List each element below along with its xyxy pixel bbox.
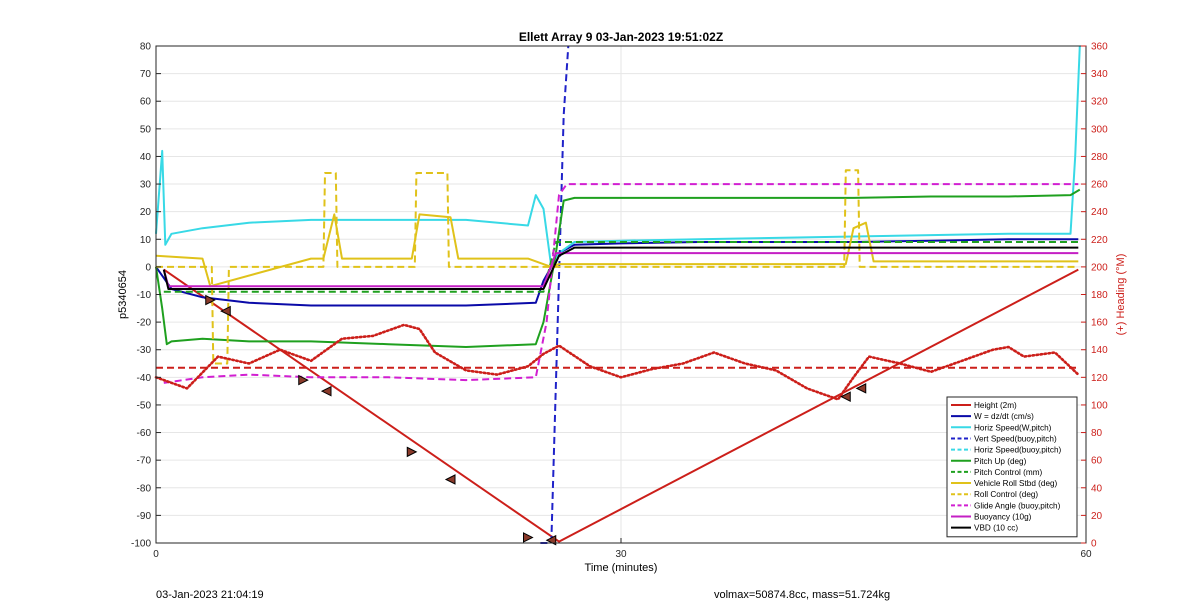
y-tick-label-right: 160 <box>1091 318 1108 329</box>
x-axis-label: Time (minutes) <box>585 562 658 574</box>
y-tick-label-right: 80 <box>1091 428 1103 439</box>
y-tick-label-left: 20 <box>140 207 152 218</box>
x-tick-label: 0 <box>153 549 159 560</box>
y-tick-label-right: 40 <box>1091 483 1103 494</box>
y-tick-label-right: 240 <box>1091 207 1108 218</box>
marker-triangle-left <box>840 391 851 402</box>
marker-triangle-left <box>444 474 456 485</box>
marker-triangle-right <box>298 374 309 386</box>
marker-triangle-right <box>523 532 534 543</box>
marker-triangle-right <box>205 294 216 306</box>
series-line <box>163 268 1079 543</box>
y-tick-label-right: 180 <box>1091 290 1108 301</box>
legend-box <box>946 396 1078 538</box>
legend-label: Vehicle Roll Stbd (deg) <box>974 479 1058 488</box>
y-tick-label-left: -40 <box>137 373 152 384</box>
y-tick-label-right: 360 <box>1091 42 1108 53</box>
legend-label: Roll Control (deg) <box>974 490 1038 499</box>
x-tick-label: 30 <box>615 549 627 560</box>
series-line <box>162 246 1079 290</box>
legend-label: Pitch Up (deg) <box>974 457 1027 466</box>
marker-triangle-left <box>855 383 867 394</box>
y-tick-label-right: 0 <box>1091 539 1097 550</box>
y-tick-label-left: 10 <box>140 235 152 246</box>
series-line <box>155 45 1081 268</box>
y-tick-label-left: -50 <box>137 400 152 411</box>
legend-label: Horiz Speed(W,pitch) <box>974 423 1052 432</box>
series-line <box>154 323 1080 401</box>
legend: Height (2m) W = dz/dt (cm/s) Horiz Speed(W… <box>946 396 1078 538</box>
y-tick-label-left: -60 <box>137 428 152 439</box>
y-tick-label-left: 30 <box>140 180 152 191</box>
y-tick-label-left: 60 <box>140 97 152 108</box>
chart-title: Ellett Array 9 03-Jan-2023 19:51:02Z <box>519 30 723 44</box>
legend-label: Horiz Speed(buoy,pitch) <box>974 446 1061 455</box>
y-tick-label-right: 120 <box>1091 373 1108 384</box>
marker-triangle-left <box>220 305 231 317</box>
footer-timestamp: 03-Jan-2023 21:04:19 <box>156 589 264 601</box>
legend-label: Height (2m) <box>974 401 1017 410</box>
y-tick-label-left: -80 <box>137 483 152 494</box>
y-tick-label-left: 50 <box>140 124 152 135</box>
y-tick-label-right: 200 <box>1091 262 1108 273</box>
series-line <box>155 188 1081 348</box>
legend-label: W = dz/dt (cm/s) <box>974 412 1034 421</box>
y-tick-label-left: -100 <box>131 539 151 550</box>
y-tick-label-right: 300 <box>1091 124 1108 135</box>
marker-group <box>205 294 867 546</box>
y-tick-label-right: 260 <box>1091 180 1108 191</box>
y-axis-label-left: p5340654 <box>117 270 129 319</box>
y-tick-label-right: 20 <box>1091 511 1103 522</box>
tick-group: 80706050403020100-10-20-30-40-50-60-70-8… <box>131 42 1108 561</box>
series-line <box>155 238 1079 307</box>
y-tick-label-right: 220 <box>1091 235 1108 246</box>
y-tick-label-right: 280 <box>1091 152 1108 163</box>
y-tick-label-left: 0 <box>145 262 151 273</box>
y-tick-label-right: 60 <box>1091 456 1103 467</box>
y-tick-label-right: 340 <box>1091 69 1108 80</box>
series-line <box>163 183 1079 384</box>
y-tick-label-left: -90 <box>137 511 152 522</box>
y-tick-label-left: -20 <box>137 318 152 329</box>
legend-label: Buoyancy (10g) <box>974 513 1032 522</box>
legend-label: Glide Angle (buoy,pitch) <box>974 501 1061 510</box>
legend-label: Pitch Control (mm) <box>974 468 1043 477</box>
marker-triangle-left <box>545 534 557 546</box>
x-tick-label: 60 <box>1080 549 1092 560</box>
series-line <box>163 241 1079 293</box>
y-tick-label-left: -30 <box>137 345 152 356</box>
y-tick-label-right: 140 <box>1091 345 1108 356</box>
legend-label: Vert Speed(buoy,pitch) <box>974 434 1057 443</box>
marker-triangle-right <box>406 446 418 458</box>
series-line <box>155 213 1079 288</box>
y-tick-label-left: 40 <box>140 152 152 163</box>
footer-volmax-mass: volmax=50874.8cc, mass=51.724kg <box>714 589 891 601</box>
y-axis-label-right: (+) Heading (°M) <box>1115 254 1127 336</box>
y-tick-label-left: 70 <box>140 69 152 80</box>
y-tick-label-left: -70 <box>137 456 152 467</box>
series-line <box>156 169 1079 365</box>
y-tick-label-left: -10 <box>137 290 152 301</box>
legend-label: VBD (10 cc) <box>974 524 1018 533</box>
y-tick-label-left: 80 <box>140 42 152 53</box>
y-tick-label-right: 100 <box>1091 400 1108 411</box>
marker-triangle-left <box>320 385 332 397</box>
y-tick-label-right: 320 <box>1091 97 1108 108</box>
